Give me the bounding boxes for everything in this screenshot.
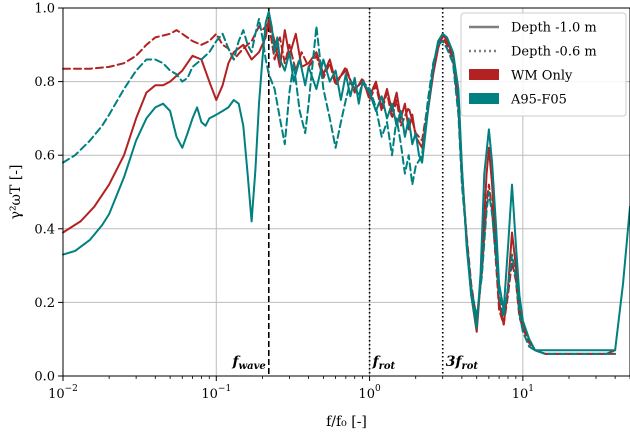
legend-box — [460, 12, 627, 117]
legend-label: Depth -0.6 m — [511, 45, 597, 60]
vertical-line-label: 3frot — [446, 354, 479, 372]
legend: Depth -1.0 m Depth -0.6 m WM Only A95-F05 — [460, 12, 627, 117]
y-tick-label: 1.0 — [34, 2, 55, 17]
series-line-2 — [62, 21, 617, 355]
y-tick-label: 0.4 — [34, 222, 55, 237]
x-axis-label: f/f₀ [-] — [326, 414, 367, 430]
y-axis-label: γ²ωT [-] — [8, 165, 24, 220]
marker-labels: fwave frot 3frot — [231, 354, 478, 372]
legend-swatch — [469, 93, 499, 104]
y-tick-label: 0.6 — [34, 149, 55, 164]
legend-label: A95-F05 — [510, 93, 567, 108]
series-line-1 — [62, 18, 617, 355]
marker-lines — [267, 8, 444, 376]
x-tick-label: 10−2 — [48, 384, 78, 402]
x-axis-ticks: 10−2 10−1 100 101 — [48, 376, 630, 402]
legend-label: Depth -1.0 m — [511, 21, 597, 36]
x-tick-label: 101 — [512, 384, 534, 402]
vertical-line-label: frot — [372, 354, 396, 372]
y-tick-label: 0.8 — [34, 75, 55, 90]
y-tick-label: 0.2 — [34, 296, 55, 311]
legend-swatch — [469, 69, 499, 80]
legend-label: WM Only — [511, 69, 573, 84]
y-axis-ticks: 0.0 0.2 0.4 0.6 0.8 1.0 — [34, 2, 63, 385]
series-line-4 — [62, 18, 617, 355]
y-tick-label: 0.0 — [34, 370, 55, 385]
vertical-line-label: fwave — [231, 354, 265, 372]
x-tick-label: 10−1 — [201, 384, 231, 402]
series-group — [62, 10, 630, 355]
plot-frame — [62, 7, 630, 377]
x-tick-label: 100 — [358, 384, 381, 402]
